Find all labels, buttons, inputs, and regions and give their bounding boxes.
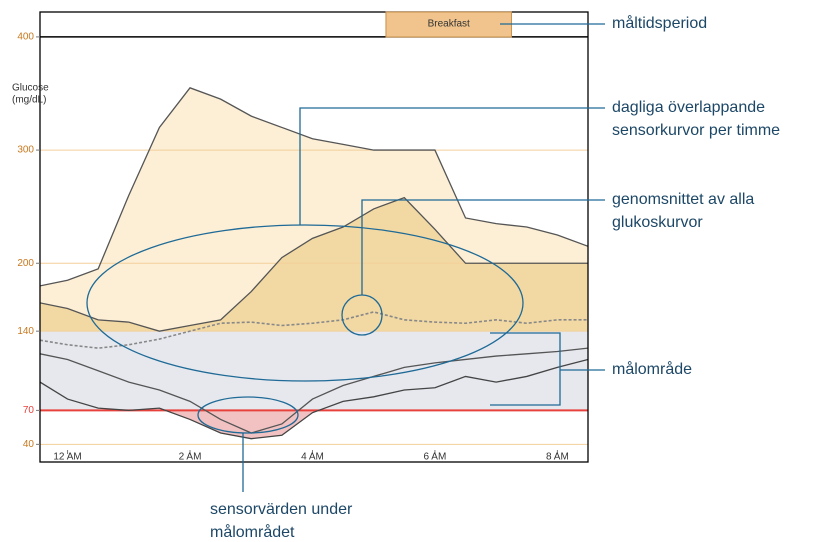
x-tick-label: 2 AM xyxy=(179,452,202,463)
y-tick-label: 140 xyxy=(17,326,34,337)
y-axis-label: Glucose xyxy=(12,83,49,94)
average-line xyxy=(40,311,588,349)
y-tick-label: 40 xyxy=(23,439,35,450)
annotation: sensorkurvor per timme xyxy=(612,122,780,139)
callout-line xyxy=(361,199,605,295)
y-tick-label: 200 xyxy=(17,258,34,269)
meal-period-label: Breakfast xyxy=(428,19,470,30)
x-tick-label: 8 AM xyxy=(546,452,569,463)
sensor-line xyxy=(40,347,588,434)
callout-ellipse xyxy=(86,224,524,382)
callout-line xyxy=(490,332,605,406)
annotation: glukoskurvor xyxy=(612,214,703,231)
area xyxy=(40,197,588,332)
callout-ellipse xyxy=(197,396,299,434)
annotation: måltidsperiod xyxy=(612,14,707,32)
y-tick-label: 400 xyxy=(17,32,34,43)
annotation: målområde xyxy=(612,360,692,378)
x-tick-label: 12 AM xyxy=(53,452,81,463)
y-tick-label: 300 xyxy=(17,145,34,156)
x-tick-label: 4 AM xyxy=(301,452,324,463)
plot-frame xyxy=(39,11,589,463)
y-tick-label: 70 xyxy=(23,405,35,416)
annotation: dagliga överlappande xyxy=(612,99,765,116)
annotation: genomsnittet av alla xyxy=(612,191,754,208)
sensor-line xyxy=(40,358,588,440)
sensor-line xyxy=(40,87,588,287)
y-axis-label: (mg/dL) xyxy=(12,95,46,106)
annotation: målområdet xyxy=(210,523,295,541)
callout-line xyxy=(299,107,605,225)
annotation: sensorvärden under xyxy=(210,501,353,518)
sensor-line xyxy=(40,196,588,332)
x-tick-label: 6 AM xyxy=(424,452,447,463)
meal-period xyxy=(385,11,512,38)
